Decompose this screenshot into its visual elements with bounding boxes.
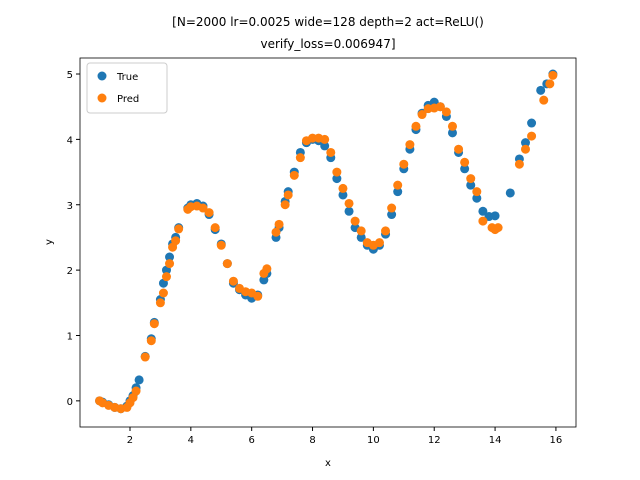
scatter-point bbox=[356, 226, 366, 236]
scatter-point bbox=[387, 203, 397, 213]
scatter-point bbox=[411, 121, 421, 131]
scatter-point bbox=[527, 118, 537, 128]
scatter-point bbox=[280, 200, 290, 210]
y-tick-label: 3 bbox=[67, 201, 73, 212]
scatter-point bbox=[387, 210, 397, 220]
y-axis-label: y bbox=[44, 239, 55, 245]
legend-marker bbox=[97, 71, 107, 81]
scatter-point bbox=[536, 85, 546, 95]
scatter-point bbox=[155, 298, 165, 308]
x-tick-label: 14 bbox=[489, 435, 502, 446]
scatter-point bbox=[289, 170, 299, 180]
scatter-point bbox=[210, 223, 220, 233]
scatter-point bbox=[381, 226, 391, 236]
scatter-point bbox=[338, 190, 348, 200]
scatter-point bbox=[460, 164, 470, 174]
scatter-point bbox=[274, 219, 284, 229]
scatter-point bbox=[405, 140, 415, 150]
scatter-point bbox=[149, 319, 159, 329]
scatter-point bbox=[165, 259, 175, 269]
scatter-point bbox=[320, 141, 330, 151]
chart-title: verify_loss=0.006947] bbox=[260, 37, 395, 51]
scatter-point bbox=[158, 288, 168, 298]
scatter-point bbox=[520, 144, 530, 154]
x-tick-label: 16 bbox=[550, 435, 563, 446]
scatter-point bbox=[134, 375, 144, 385]
scatter-point bbox=[435, 102, 445, 112]
legend-label: True bbox=[116, 72, 138, 83]
scatter-point bbox=[171, 236, 181, 246]
scatter-point bbox=[548, 70, 558, 80]
scatter-point bbox=[505, 188, 515, 198]
scatter-point bbox=[204, 208, 214, 218]
legend-label: Pred bbox=[117, 94, 139, 105]
scatter-point bbox=[161, 272, 171, 282]
y-tick-label: 0 bbox=[67, 397, 73, 408]
scatter-point bbox=[393, 187, 403, 197]
scatter-point bbox=[478, 216, 488, 226]
scatter-point bbox=[447, 121, 457, 131]
scatter-point bbox=[356, 232, 366, 242]
x-tick-label: 6 bbox=[248, 435, 254, 446]
legend-box bbox=[86, 62, 168, 114]
scatter-point bbox=[344, 198, 354, 208]
scatter-point bbox=[441, 107, 451, 117]
scatter-point bbox=[174, 224, 184, 234]
plot-frame bbox=[79, 57, 577, 428]
scatter-point bbox=[165, 252, 175, 262]
scatter-point bbox=[472, 187, 482, 197]
scatter-point bbox=[131, 386, 141, 396]
scatter-point bbox=[490, 211, 500, 221]
y-tick-label: 2 bbox=[67, 266, 73, 277]
x-tick-label: 10 bbox=[367, 435, 380, 446]
x-tick-label: 2 bbox=[127, 435, 133, 446]
scatter-point bbox=[478, 206, 488, 216]
scatter-point bbox=[228, 276, 238, 286]
scatter-point bbox=[539, 95, 549, 105]
y-tick-label: 1 bbox=[67, 331, 73, 342]
scatter-point bbox=[338, 183, 348, 193]
scatter-point bbox=[393, 180, 403, 190]
scatter-point bbox=[454, 144, 464, 154]
y-tick-label: 5 bbox=[67, 70, 73, 81]
scatter-point bbox=[520, 138, 530, 148]
scatter-point bbox=[527, 131, 537, 141]
scatter-point bbox=[466, 174, 476, 184]
scatter-point bbox=[344, 206, 354, 216]
scatter-point bbox=[332, 174, 342, 184]
scatter-point bbox=[493, 223, 503, 233]
x-tick-label: 12 bbox=[428, 435, 441, 446]
scatter-point bbox=[222, 259, 232, 269]
scatter-point bbox=[146, 336, 156, 346]
scatter-point bbox=[253, 291, 263, 301]
scatter-point bbox=[283, 190, 293, 200]
scatter-point bbox=[447, 128, 457, 138]
scatter-point bbox=[295, 153, 305, 163]
scatter-point bbox=[271, 227, 281, 237]
scatter-point bbox=[332, 167, 342, 177]
x-tick-label: 4 bbox=[188, 435, 194, 446]
y-tick-label: 4 bbox=[67, 135, 73, 146]
scatter-point bbox=[460, 157, 470, 167]
scatter-point bbox=[350, 216, 360, 226]
scatter-point bbox=[472, 193, 482, 203]
scatter-point bbox=[320, 134, 330, 144]
legend-marker bbox=[97, 93, 107, 103]
scatter-point bbox=[262, 264, 272, 274]
scatter-point bbox=[326, 147, 336, 157]
scatter-point bbox=[466, 180, 476, 190]
scatter-point bbox=[216, 240, 226, 250]
scatter-point bbox=[545, 79, 555, 89]
scatter-point bbox=[417, 110, 427, 120]
scatter-point bbox=[374, 238, 384, 248]
x-axis-label: x bbox=[325, 458, 331, 469]
scatter-point bbox=[140, 352, 150, 362]
scatter-point bbox=[399, 159, 409, 169]
x-tick-label: 8 bbox=[309, 435, 315, 446]
chart-title: [N=2000 lr=0.0025 wide=128 depth=2 act=R… bbox=[172, 15, 484, 29]
scatter-point bbox=[514, 159, 524, 169]
